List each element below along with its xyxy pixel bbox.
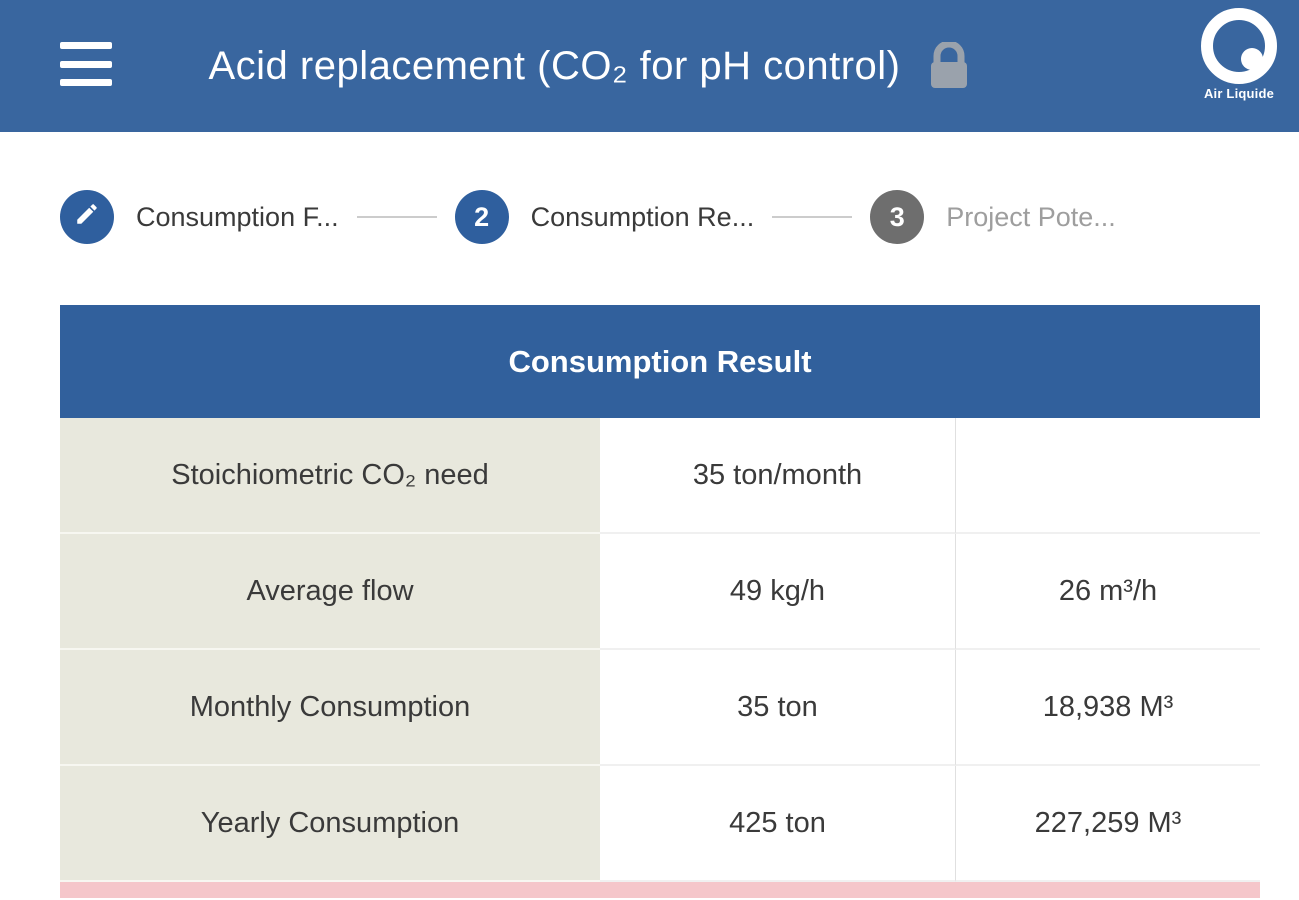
row-value-volume: 227,259 M³	[955, 766, 1260, 882]
row-label: Monthly Consumption	[60, 650, 600, 766]
stepper-connector	[772, 216, 853, 218]
row-value-volume: 18,938 M³	[955, 650, 1260, 766]
title-group: Acid replacement (CO₂ for pH control)	[208, 40, 1090, 90]
app-header: Acid replacement (CO₂ for pH control) Ai…	[0, 0, 1299, 132]
step-3-label: Project Pote...	[946, 201, 1116, 232]
card-title: Consumption Result	[60, 305, 1260, 418]
pencil-icon	[74, 201, 100, 234]
step-project-potential[interactable]: 3 Project Pote...	[870, 190, 1116, 244]
step-2-circle[interactable]: 2	[454, 190, 509, 244]
air-liquide-logo: Air Liquide	[1193, 8, 1285, 101]
row-value-mass: 35 ton/month	[600, 418, 955, 534]
step-consumption-figures[interactable]: Consumption F...	[60, 190, 339, 244]
row-value-mass: 425 ton	[600, 766, 955, 882]
step-1-circle[interactable]	[60, 190, 114, 244]
step-3-circle[interactable]: 3	[870, 190, 925, 244]
row-label: Stoichiometric CO₂ need	[60, 418, 600, 534]
table-row: Monthly Consumption 35 ton 18,938 M³	[60, 650, 1260, 766]
table-row: Stoichiometric CO₂ need 35 ton/month	[60, 418, 1260, 534]
row-label: Yearly Consumption	[60, 766, 600, 882]
air-liquide-logo-text: Air Liquide	[1203, 86, 1275, 101]
row-value-volume	[955, 418, 1260, 534]
consumption-result-card: Consumption Result Stoichiometric CO₂ ne…	[60, 305, 1260, 898]
step-2-label: Consumption Re...	[530, 201, 755, 232]
row-label: Average flow	[60, 534, 600, 650]
step-1-label: Consumption F...	[136, 201, 339, 232]
row-value-mass: 35 ton	[600, 650, 955, 766]
table-row: Yearly Consumption 425 ton 227,259 M³	[60, 766, 1260, 882]
lock-icon	[927, 40, 971, 90]
air-liquide-logo-icon	[1201, 8, 1277, 84]
row-value-mass: 49 kg/h	[600, 534, 955, 650]
row-value-volume: 26 m³/h	[955, 534, 1260, 650]
wizard-stepper: Consumption F... 2 Consumption Re... 3 P…	[60, 190, 1249, 244]
step-consumption-result[interactable]: 2 Consumption Re...	[454, 190, 755, 244]
table-row: Average flow 49 kg/h 26 m³/h	[60, 534, 1260, 650]
hamburger-menu-icon[interactable]	[60, 42, 112, 86]
page-title: Acid replacement (CO₂ for pH control)	[208, 43, 901, 88]
alert-strip	[60, 882, 1260, 898]
stepper-connector	[356, 216, 437, 218]
